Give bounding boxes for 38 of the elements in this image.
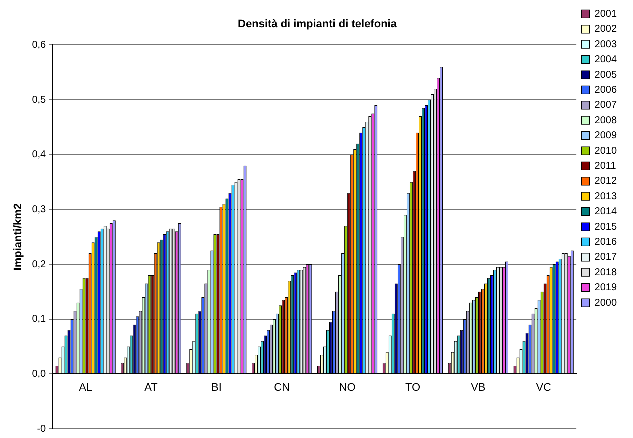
x-tick-label: TO — [405, 382, 421, 394]
x-tick-label: CN — [274, 382, 290, 394]
x-tick-label: NO — [339, 382, 356, 394]
legend-label: 2013 — [594, 191, 618, 202]
legend-label: 2014 — [594, 206, 618, 218]
chart-title: Densità di impianti di telefonia — [238, 18, 398, 31]
y-tick-label: 0,4 — [32, 150, 47, 161]
x-tick-label: VC — [536, 382, 552, 394]
legend-label: 2005 — [594, 70, 618, 81]
y-tick-label: 0,5 — [32, 94, 47, 106]
legend-label: 2019 — [594, 282, 618, 294]
legend-label: 2010 — [594, 146, 618, 157]
legend-label: 2018 — [594, 267, 618, 278]
x-tick-label: AT — [144, 382, 158, 394]
legend-label: 2008 — [594, 115, 618, 126]
y-axis-title: Impianti/km2 — [12, 203, 25, 271]
legend-label: 2016 — [594, 236, 618, 248]
legend-label: 2011 — [594, 160, 617, 172]
y-tick-label: 0,0 — [32, 368, 47, 380]
legend-label: 2015 — [594, 222, 618, 233]
legend-label: 2000 — [594, 298, 618, 309]
y-tick-label: 0,3 — [32, 204, 47, 216]
legend-label: 2001 — [594, 8, 618, 20]
y-tick-label: -0 — [37, 424, 47, 435]
x-tick-label: VB — [471, 382, 486, 394]
x-tick-label: AL — [79, 382, 93, 394]
x-tick-label: BI — [211, 382, 222, 394]
y-tick-label: 0,6 — [32, 40, 47, 51]
legend-label: 2007 — [594, 100, 618, 112]
legend-label: 2004 — [594, 54, 618, 66]
legend-label: 2003 — [594, 39, 618, 50]
y-tick-label: 0,2 — [32, 259, 47, 270]
legend-label: 2012 — [594, 176, 618, 188]
legend-label: 2009 — [594, 130, 618, 142]
legend-label: 2002 — [594, 24, 618, 36]
y-tick-label: 0,1 — [32, 314, 47, 326]
legend-label: 2006 — [594, 84, 618, 96]
legend-label: 2017 — [594, 252, 618, 264]
